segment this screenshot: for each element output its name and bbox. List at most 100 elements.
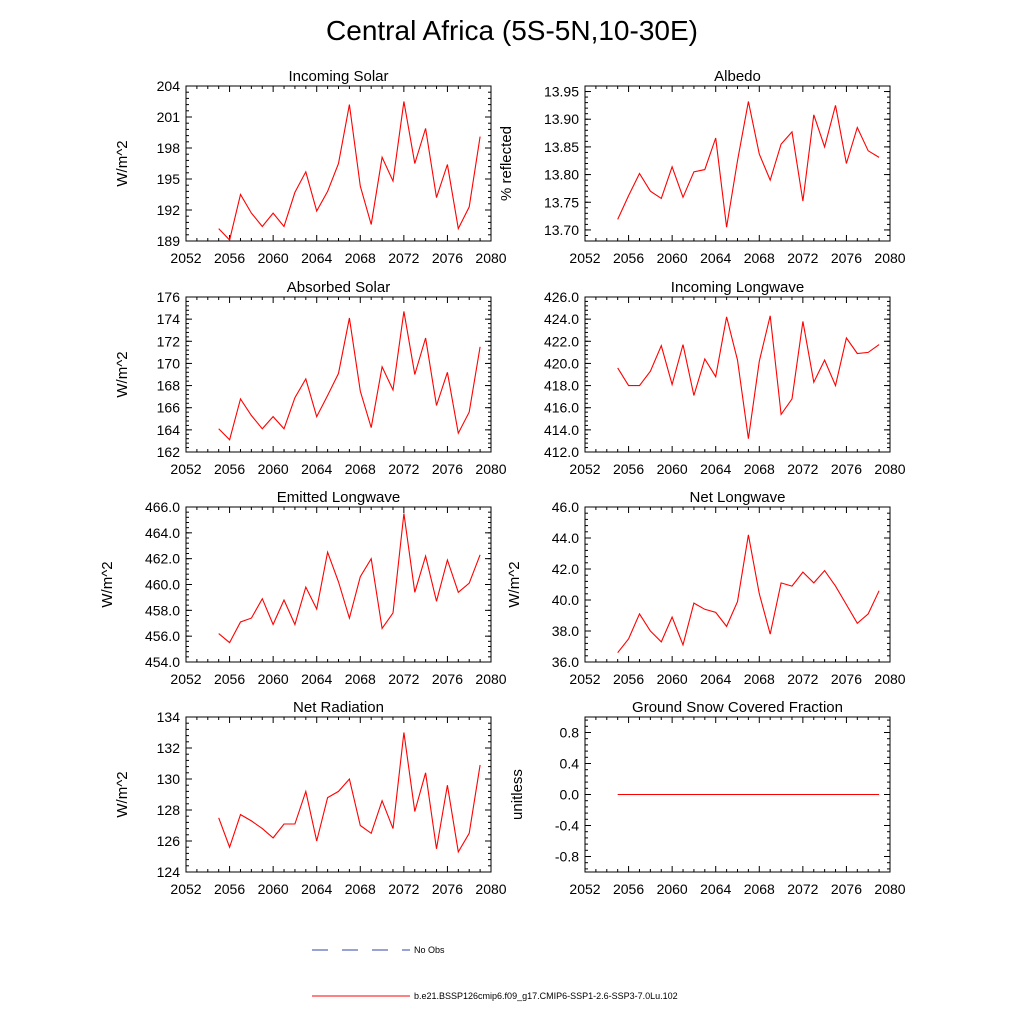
- data-point: [725, 793, 728, 796]
- data-point: [627, 194, 630, 197]
- panel-title: Incoming Solar: [288, 68, 388, 85]
- data-point: [856, 126, 859, 129]
- data-point: [638, 172, 641, 175]
- data-point: [791, 793, 794, 796]
- x-tick-label: 2064: [301, 250, 332, 266]
- x-tick-label: 2080: [475, 461, 506, 477]
- data-point: [392, 611, 395, 614]
- data-point: [801, 200, 804, 203]
- data-point: [692, 793, 695, 796]
- data-point: [304, 586, 307, 589]
- x-tick-label: 2068: [345, 671, 376, 687]
- data-point: [649, 190, 652, 193]
- x-tick-label: 2060: [657, 671, 688, 687]
- data-point: [250, 212, 253, 215]
- data-point: [725, 226, 728, 229]
- legend-label: b.e21.BSSP126cmip6.f09_g17.CMIP6-SSP1-2.…: [414, 991, 678, 1001]
- data-point: [479, 764, 482, 767]
- x-tick-label: 2052: [569, 671, 600, 687]
- y-tick-label: 128: [157, 802, 181, 818]
- x-tick-label: 2056: [214, 250, 245, 266]
- data-point: [424, 127, 427, 130]
- data-point: [381, 156, 384, 159]
- panel-title: Emitted Longwave: [277, 489, 400, 506]
- legend-label: No Obs: [414, 945, 445, 955]
- y-tick-label: 460.0: [145, 577, 180, 593]
- x-tick-label: 2080: [874, 671, 905, 687]
- data-point: [217, 227, 220, 230]
- x-tick-label: 2072: [787, 881, 818, 897]
- y-axis-label: W/m^2: [114, 351, 131, 397]
- data-point: [801, 320, 804, 323]
- x-tick-label: 2076: [831, 250, 862, 266]
- y-tick-label: 46.0: [552, 499, 579, 515]
- y-tick-label: 424.0: [544, 311, 579, 327]
- data-point: [435, 196, 438, 199]
- y-tick-label: 456.0: [145, 628, 180, 644]
- x-tick-label: 2060: [657, 881, 688, 897]
- series-line: [218, 732, 481, 854]
- data-point: [878, 156, 881, 159]
- y-tick-label: 454.0: [145, 654, 180, 670]
- x-tick-label: 2060: [657, 461, 688, 477]
- y-tick-label: 40.0: [552, 592, 579, 608]
- data-point: [370, 832, 373, 835]
- data-point: [780, 793, 783, 796]
- x-tick-label: 2064: [301, 461, 332, 477]
- x-tick-label: 2072: [787, 671, 818, 687]
- x-tick-label: 2060: [258, 881, 289, 897]
- data-point: [446, 784, 449, 787]
- data-point: [878, 343, 881, 346]
- data-point: [780, 413, 783, 416]
- data-point: [649, 793, 652, 796]
- x-tick-label: 2076: [432, 250, 463, 266]
- data-point: [736, 793, 739, 796]
- data-point: [660, 344, 663, 347]
- data-point: [413, 591, 416, 594]
- y-tick-label: 170: [157, 355, 181, 371]
- y-tick-label: 13.90: [544, 111, 579, 127]
- y-tick-label: 162: [157, 444, 181, 460]
- data-point: [692, 170, 695, 173]
- data-point: [845, 793, 848, 796]
- panels: Incoming Solar 2052 2056 2060 2064 2068 2072 20…: [99, 68, 906, 897]
- y-axis-label: % reflected: [498, 126, 515, 201]
- data-point: [714, 375, 717, 378]
- legend-item-obs: No Obs: [312, 945, 445, 955]
- x-tick-label: 2064: [700, 461, 731, 477]
- x-tick-label: 2068: [744, 881, 775, 897]
- data-point: [217, 427, 220, 430]
- data-point: [424, 555, 427, 558]
- panel-ground-snow-covered-fraction: Ground Snow Covered Fraction 2052 2056 2060…: [509, 699, 906, 897]
- x-tick-label: 2080: [874, 250, 905, 266]
- x-tick-label: 2072: [388, 881, 419, 897]
- data-point: [370, 557, 373, 560]
- y-axis-label: W/m^2: [114, 140, 131, 186]
- y-axis-label: W/m^2: [99, 561, 116, 607]
- data-point: [682, 643, 685, 646]
- y-tick-label: 0.8: [560, 725, 580, 741]
- data-point: [660, 197, 663, 200]
- x-tick-label: 2056: [214, 881, 245, 897]
- series-line: [617, 534, 880, 654]
- data-point: [468, 582, 471, 585]
- data-point: [714, 611, 717, 614]
- x-tick-label: 2072: [787, 461, 818, 477]
- y-tick-label: 172: [157, 333, 181, 349]
- data-point: [304, 790, 307, 793]
- series-line: [218, 101, 481, 242]
- x-tick-label: 2076: [831, 671, 862, 687]
- data-point: [381, 365, 384, 368]
- data-point: [616, 218, 619, 221]
- data-point: [845, 603, 848, 606]
- data-point: [348, 103, 351, 106]
- x-tick-label: 2076: [432, 461, 463, 477]
- data-point: [671, 383, 674, 386]
- data-point: [627, 637, 630, 640]
- series-line: [218, 513, 481, 644]
- data-point: [834, 585, 837, 588]
- data-point: [801, 571, 804, 574]
- x-tick-label: 2064: [700, 671, 731, 687]
- data-point: [228, 239, 231, 242]
- y-tick-label: -0.8: [555, 849, 579, 865]
